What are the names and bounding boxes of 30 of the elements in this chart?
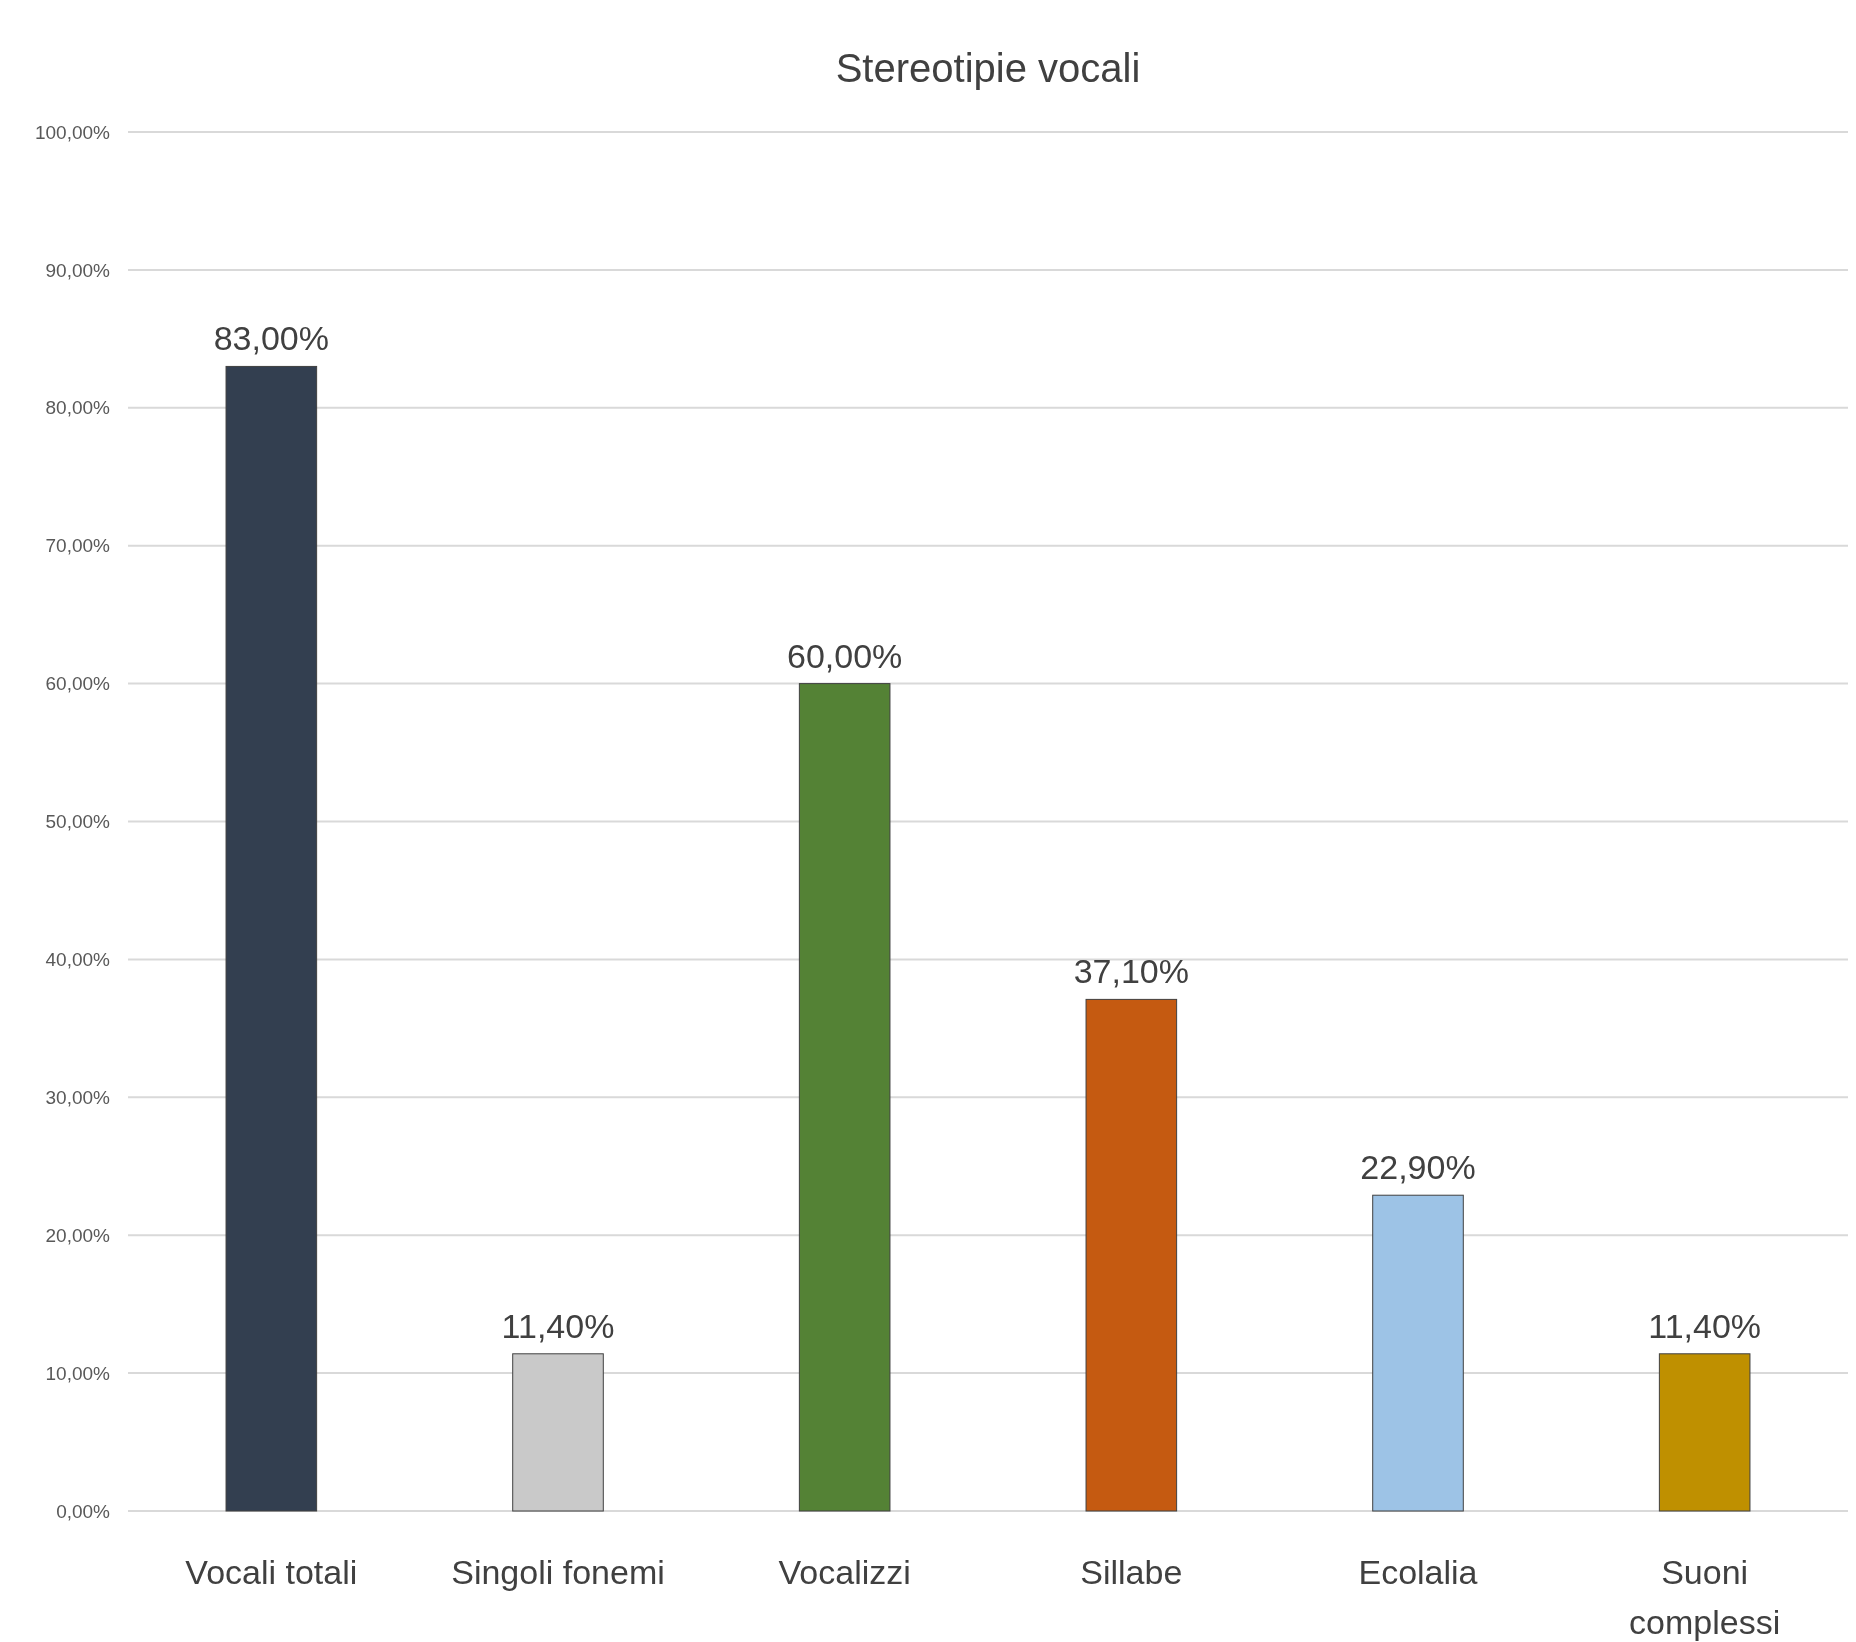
bar — [512, 1353, 604, 1512]
x-tick-label: Vocalizzi — [778, 1553, 911, 1591]
y-tick-label: 90,00% — [45, 259, 111, 281]
data-label: 60,00% — [787, 636, 903, 675]
y-tick-label: 0,00% — [56, 1500, 111, 1522]
x-tick-label: Singoli fonemi — [451, 1553, 665, 1591]
bar — [1658, 1353, 1751, 1512]
y-tick-label: 10,00% — [45, 1362, 111, 1384]
y-tick-label: 60,00% — [45, 673, 111, 695]
y-tick-label: 100,00% — [34, 121, 111, 143]
bar — [1085, 998, 1178, 1512]
y-tick-label: 50,00% — [45, 811, 111, 833]
x-tick-label: Vocali totali — [185, 1553, 358, 1591]
chart-title: Stereotipie vocali — [835, 46, 1141, 90]
bar — [798, 683, 891, 1512]
data-label: 11,40% — [501, 1306, 615, 1345]
bar — [1372, 1194, 1464, 1512]
x-tick-label: Sillabe — [1080, 1553, 1183, 1591]
bar — [225, 365, 318, 1512]
data-label: 83,00% — [213, 319, 329, 358]
data-label: 22,90% — [1360, 1148, 1476, 1187]
x-tick-label: Suoni complessi — [1629, 1553, 1781, 1641]
y-tick-label: 30,00% — [45, 1086, 111, 1108]
x-tick-label: Ecolalia — [1358, 1553, 1478, 1591]
data-label: 37,10% — [1073, 952, 1189, 991]
data-label: 11,40% — [1648, 1306, 1762, 1345]
y-tick-label: 40,00% — [45, 949, 111, 971]
y-tick-label: 70,00% — [45, 535, 111, 557]
y-tick-label: 80,00% — [45, 397, 111, 419]
y-tick-label: 20,00% — [45, 1224, 111, 1246]
